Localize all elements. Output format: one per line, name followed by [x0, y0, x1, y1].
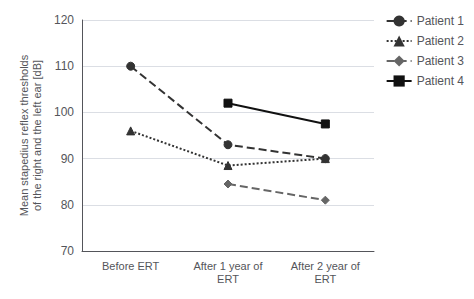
svg-text:Patient 4: Patient 4: [417, 74, 465, 88]
svg-text:Before ERT: Before ERT: [102, 260, 160, 272]
svg-text:90: 90: [61, 152, 75, 166]
svg-text:of the right and the left ear: of the right and the left ear [dB]: [31, 60, 43, 211]
svg-text:70: 70: [61, 244, 75, 258]
svg-text:110: 110: [55, 59, 74, 73]
svg-text:Patient 3: Patient 3: [417, 54, 465, 68]
svg-text:Patient 1: Patient 1: [417, 14, 465, 28]
svg-text:80: 80: [61, 198, 75, 212]
svg-text:Mean stapedius reflex threshol: Mean stapedius reflex thresholds: [18, 54, 30, 216]
svg-text:Patient 2: Patient 2: [417, 34, 465, 48]
svg-text:ERT: ERT: [314, 273, 336, 285]
svg-text:120: 120: [54, 13, 74, 27]
svg-text:After 1 year of: After 1 year of: [193, 260, 263, 272]
svg-text:ERT: ERT: [217, 273, 239, 285]
svg-text:100: 100: [54, 105, 74, 119]
svg-text:After 2 year of: After 2 year of: [291, 260, 361, 272]
